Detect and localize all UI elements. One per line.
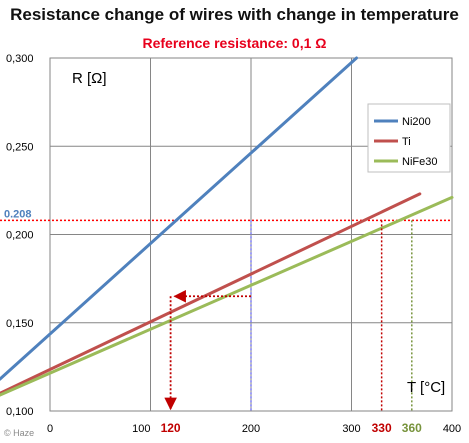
reference-layer: 0.208 <box>0 208 452 411</box>
chart-subtitle: Reference resistance: 0,1 Ω <box>142 35 327 51</box>
y-tick-label: 0,300 <box>6 53 34 65</box>
y-tick-label: 0,100 <box>6 406 34 418</box>
chart-title: Resistance change of wires with change i… <box>10 5 459 24</box>
y-tick-label: 0,250 <box>6 141 34 153</box>
y-tick-label: 0,200 <box>6 230 34 242</box>
series-line-ni200 <box>0 56 359 381</box>
x-tick-label: 200 <box>242 423 260 435</box>
legend-label-ni200: Ni200 <box>402 116 431 128</box>
x-tick-label: 300 <box>342 423 360 435</box>
marker-layer: 120 330 360 <box>161 220 422 435</box>
marker-label-330: 330 <box>372 421 392 435</box>
x-tick-label: 400 <box>443 423 461 435</box>
y-axis-label: R [Ω] <box>72 70 107 87</box>
x-tick-label: 0 <box>47 423 53 435</box>
marker-label-120: 120 <box>161 421 181 435</box>
x-tick-label: 100 <box>132 423 150 435</box>
legend-label-nife30: NiFe30 <box>402 156 437 168</box>
plot-area-border <box>49 57 453 412</box>
legend: Ni200 Ti NiFe30 <box>367 103 451 173</box>
tick-labels: 0,100 0,150 0,200 0,250 0,300 0 100 200 300 400 <box>6 53 461 435</box>
credit-watermark: © Haze <box>4 428 35 438</box>
legend-label-ti: Ti <box>402 136 411 148</box>
series-line-ti <box>0 192 422 395</box>
x-axis-label: T [°C] <box>407 379 445 396</box>
reference-line-label: 0.208 <box>4 208 32 220</box>
marker-label-360: 360 <box>402 421 422 435</box>
y-tick-label: 0,150 <box>6 318 34 330</box>
plot-frame <box>49 57 453 412</box>
